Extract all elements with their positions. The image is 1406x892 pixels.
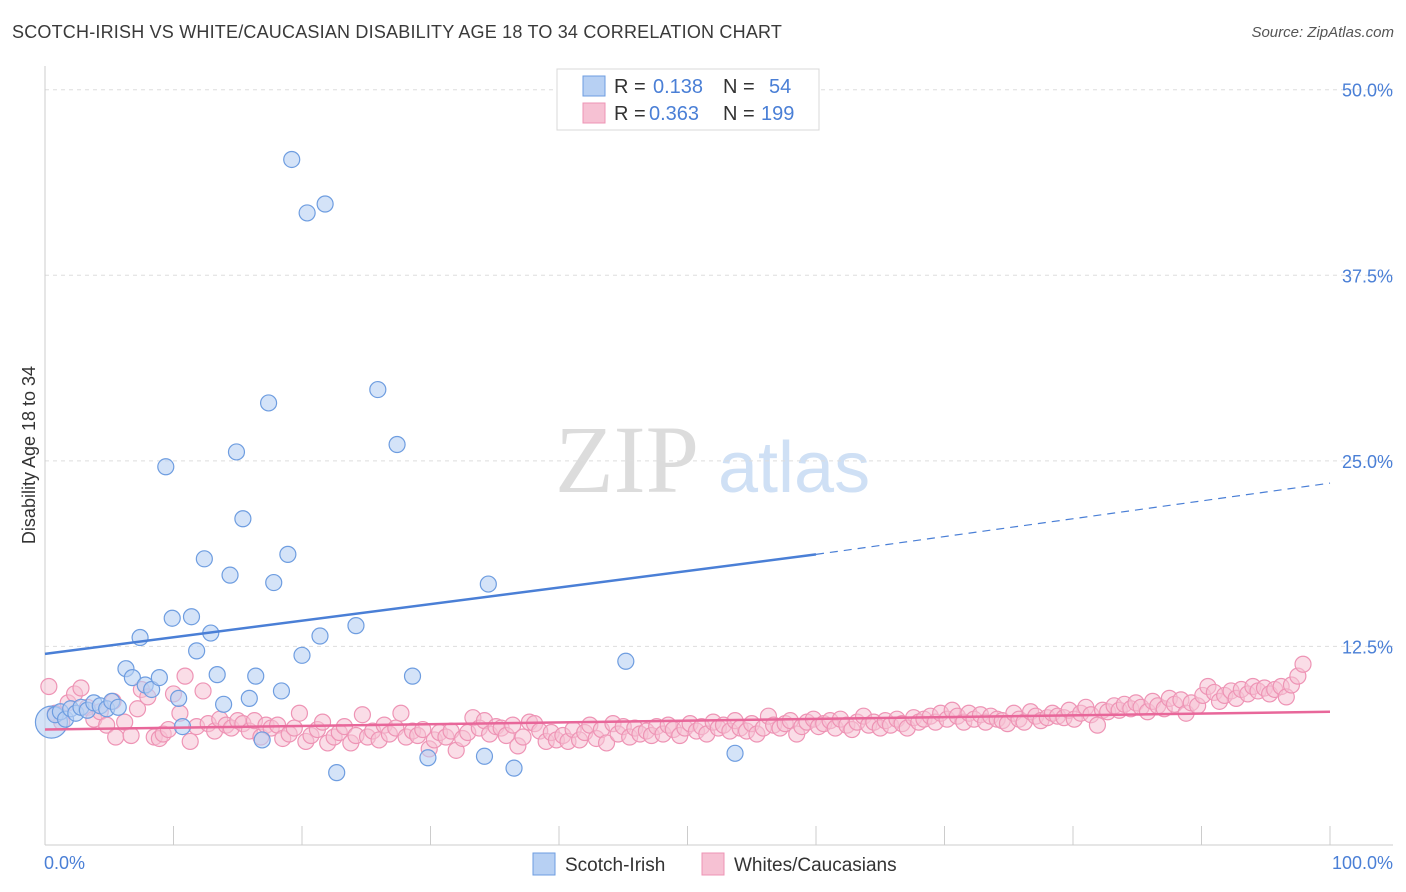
scotch-irish-point-19: [157, 458, 175, 476]
whites-point-83: [514, 728, 532, 746]
whites-point-23: [176, 667, 194, 685]
scotch-irish-point-24: [188, 642, 206, 660]
scotch-irish-point-29: [221, 566, 239, 584]
bottom-legend-scotch-irish: Scotch-Irish: [565, 855, 665, 876]
scotch-irish-point-51: [505, 759, 523, 777]
scotch-irish-point-44: [328, 764, 346, 782]
scotch-irish-point-28: [215, 695, 233, 713]
x-tick-label-min: 0.0%: [44, 853, 85, 873]
scotch-irish-point-38: [279, 545, 297, 563]
whites-point-24: [181, 732, 199, 751]
whites-point-26: [194, 682, 212, 700]
scotch-irish-point-14: [123, 668, 141, 687]
legend-r-label-2: R =: [614, 103, 646, 125]
whites-point-54: [353, 706, 371, 724]
whites-point-98: [597, 734, 616, 752]
scotch-irish-point-41: [298, 204, 316, 222]
chart-source: Source: ZipAtlas.com: [1251, 24, 1394, 41]
scotch-irish-point-34: [253, 731, 271, 749]
scotch-irish-point-47: [388, 435, 406, 454]
scotch-irish-trend-line: [44, 553, 817, 656]
whites-point-5: [72, 679, 90, 697]
y-axis-label: Disability Age 18 to 34: [19, 366, 39, 544]
scotch-irish-point-40: [293, 646, 311, 664]
whites-point-0: [40, 677, 58, 696]
legend-r-value-2: 0.363: [649, 103, 699, 125]
whites-point-61: [392, 704, 410, 722]
whites-point-42: [285, 719, 303, 737]
whites-point-223: [1294, 655, 1312, 673]
scotch-irish-point-20: [163, 609, 181, 627]
scotch-irish-point-46: [369, 380, 387, 399]
whites-point-13: [122, 726, 140, 745]
whites-point-14: [128, 700, 147, 718]
scotch-irish-point-31: [234, 510, 252, 528]
whites-point-20: [159, 720, 177, 739]
gridlines: [45, 89, 1393, 647]
scotch-irish-point-39: [283, 150, 301, 169]
legend-n-label-1: N =: [723, 76, 755, 98]
scotch-irish-trend-extension: [815, 482, 1331, 555]
scotch-irish-point-25: [195, 550, 213, 568]
bottom-legend: Scotch-Irish Whites/Caucasians: [532, 852, 897, 876]
scotch-irish-point-36: [265, 573, 283, 592]
chart-title: SCOTCH-IRISH VS WHITE/CAUCASIAN DISABILI…: [12, 22, 783, 42]
bottom-legend-whites: Whites/Caucasians: [734, 855, 897, 876]
scotch-irish-point-27: [208, 666, 226, 684]
scotch-irish-point-37: [272, 682, 291, 700]
whites-point-43: [290, 704, 309, 722]
scotch-irish-point-23: [182, 608, 201, 626]
scotch-irish-points: [34, 150, 744, 782]
y-tick-label-3: 50.0%: [1342, 81, 1393, 101]
scotch-irish-point-32: [240, 689, 258, 707]
legend-swatch-blue: [582, 75, 606, 97]
scotch-irish-point-35: [259, 394, 278, 412]
scotch-irish-point-18: [150, 668, 168, 687]
y-tick-label-0: 12.5%: [1342, 637, 1393, 657]
scotch-irish-point-54: [726, 744, 744, 762]
whites-point-11: [107, 728, 125, 746]
y-tick-label-1: 25.0%: [1342, 452, 1393, 472]
scotch-irish-point-49: [419, 749, 437, 767]
legend-n-label-2: N =: [723, 103, 755, 125]
whites-point-81: [504, 716, 522, 734]
scotch-irish-point-53: [617, 652, 635, 670]
trend-lines: [44, 482, 1331, 731]
whites-trend-line: [44, 710, 1331, 731]
scotch-irish-point-42: [311, 627, 329, 645]
bottom-legend-swatch-blue: [532, 852, 556, 876]
scotch-irish-point-50: [475, 747, 494, 765]
scotch-irish-point-21: [170, 689, 188, 707]
scotch-irish-point-12: [109, 698, 127, 716]
scotch-irish-point-43: [316, 195, 334, 213]
scotch-irish-point-17: [143, 680, 161, 699]
bottom-legend-swatch-pink: [701, 852, 725, 876]
legend-n-value-2: 199: [761, 103, 794, 125]
watermark-atlas: atlas: [718, 428, 870, 508]
legend-box: R = 0.138 N = 54 R = 0.363 N = 199: [556, 68, 820, 131]
scotch-irish-point-45: [347, 617, 365, 635]
legend-r-label-1: R =: [614, 76, 646, 98]
x-tick-label-max: 100.0%: [1332, 853, 1393, 873]
legend-r-value-1: 0.138: [653, 76, 703, 98]
axes: [44, 66, 1393, 846]
y-tick-label-2: 37.5%: [1342, 266, 1393, 286]
scotch-irish-point-52: [479, 575, 497, 593]
scotch-irish-point-48: [403, 667, 422, 685]
legend-n-value-1: 54: [769, 76, 791, 98]
whites-point-47: [313, 713, 332, 731]
scotch-irish-point-33: [247, 667, 265, 685]
legend-swatch-pink: [582, 102, 606, 124]
watermark-zip: ZIP: [555, 406, 699, 513]
scotch-irish-point-30: [227, 443, 246, 461]
whites-point-186: [1088, 716, 1107, 734]
y-tick-labels: 12.5% 25.0% 37.5% 50.0%: [1342, 81, 1393, 658]
